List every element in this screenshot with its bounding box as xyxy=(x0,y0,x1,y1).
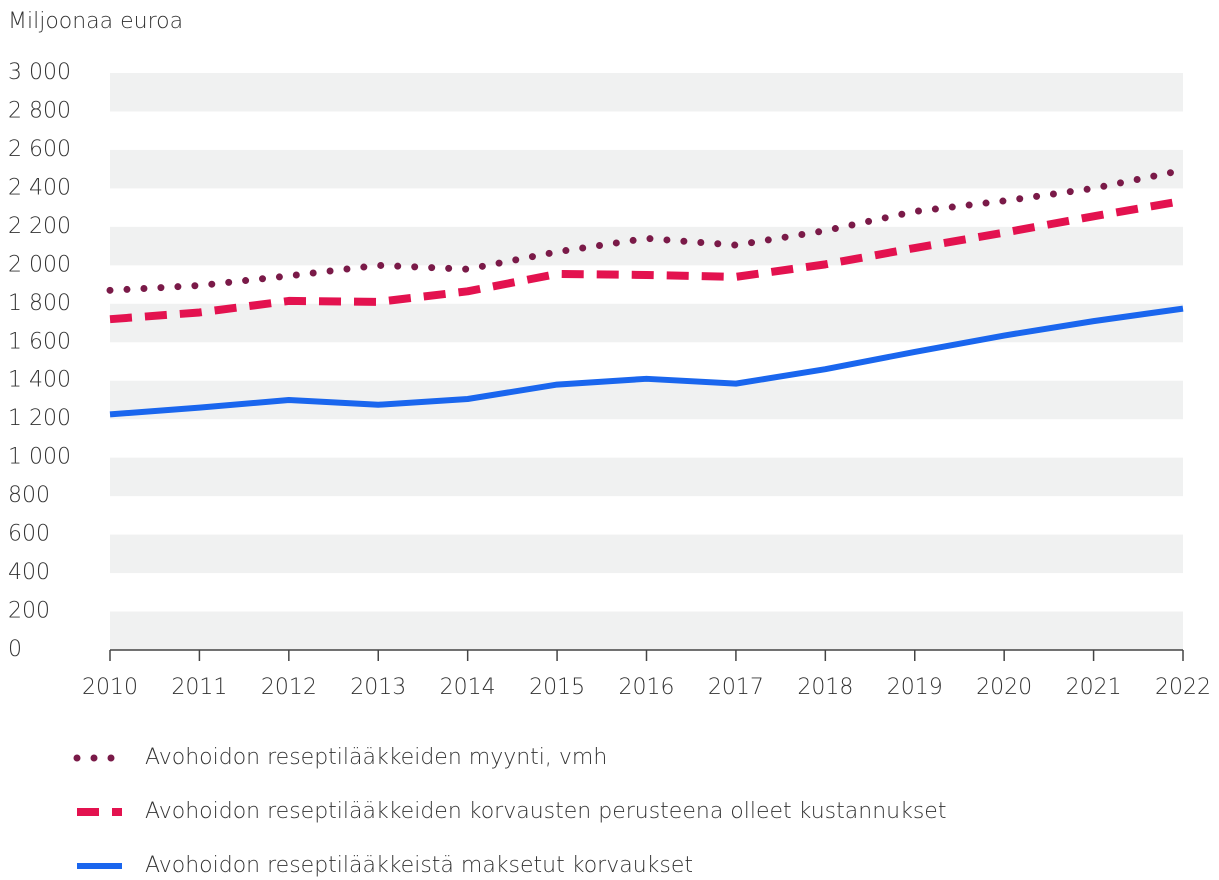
y-tick-label: 600 xyxy=(8,522,50,547)
y-tick-label: 2 200 xyxy=(8,214,71,239)
x-tick-label: 2017 xyxy=(708,675,764,700)
y-tick-label: 1 000 xyxy=(8,445,71,470)
x-tick-label: 2012 xyxy=(261,675,317,700)
y-tick-label: 200 xyxy=(8,599,50,624)
x-tick-label: 2022 xyxy=(1155,675,1211,700)
y-tick-label: 2 600 xyxy=(8,137,71,162)
series-line xyxy=(109,196,1184,324)
legend-label: Avohoidon reseptilääkkeistä maksetut kor… xyxy=(145,853,693,878)
x-tick-label: 2020 xyxy=(976,675,1032,700)
x-tick-label: 2021 xyxy=(1066,675,1122,700)
y-tick-label: 800 xyxy=(8,483,50,508)
y-tick-label: 0 xyxy=(8,637,22,662)
legend-label: Avohoidon reseptilääkkeiden korvausten p… xyxy=(145,799,946,824)
grid-band xyxy=(110,149,1183,189)
x-tick-label: 2013 xyxy=(350,675,406,700)
grid-band xyxy=(110,534,1183,574)
y-tick-label: 2 000 xyxy=(8,252,71,277)
y-tick-label: 1 200 xyxy=(8,406,71,431)
y-axis-label: Miljoonaa euroa xyxy=(8,9,183,34)
x-tick-label: 2014 xyxy=(440,675,496,700)
y-tick-label: 1 400 xyxy=(8,368,71,393)
x-tick-label: 2019 xyxy=(887,675,943,700)
grid-band xyxy=(110,226,1183,266)
y-tick-label: 400 xyxy=(8,560,50,585)
legend-label: Avohoidon reseptilääkkeiden myynti, vmh xyxy=(145,745,607,770)
x-tick-label: 2018 xyxy=(797,675,853,700)
y-tick-label: 1 600 xyxy=(8,329,71,354)
y-tick-label: 2 800 xyxy=(8,98,71,123)
y-tick-label: 1 800 xyxy=(8,291,71,316)
x-tick-label: 2016 xyxy=(619,675,675,700)
grid-band xyxy=(110,611,1183,650)
x-tick-label: 2015 xyxy=(529,675,585,700)
x-tick-label: 2010 xyxy=(82,675,138,700)
series-line xyxy=(109,305,1184,418)
x-tick-label: 2011 xyxy=(171,675,227,700)
grid-band xyxy=(110,457,1183,497)
grid-band xyxy=(110,73,1183,112)
y-tick-label: 3 000 xyxy=(8,60,71,85)
series-line xyxy=(106,166,1187,294)
grid-band xyxy=(110,303,1183,343)
y-tick-label: 2 400 xyxy=(8,175,71,200)
